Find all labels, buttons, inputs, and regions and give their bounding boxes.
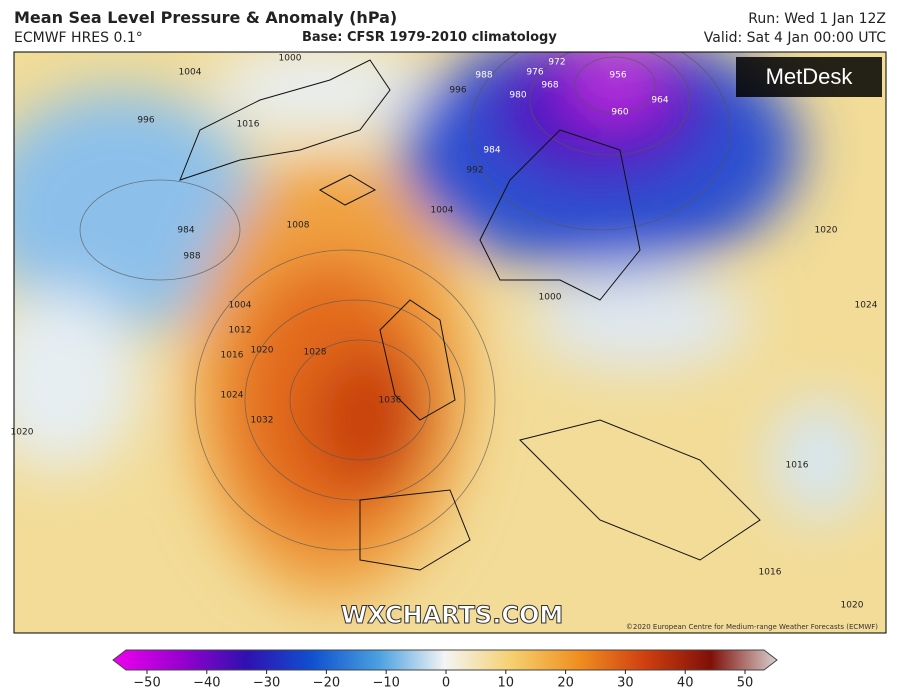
contour-label: 964 bbox=[651, 96, 668, 106]
colorbar-tick-label: 40 bbox=[677, 676, 694, 689]
contour-label: 976 bbox=[526, 68, 543, 78]
valid: Valid: Sat 4 Jan 00:00 UTC bbox=[703, 30, 886, 46]
logo: MetDesk bbox=[766, 64, 854, 89]
anomaly-field bbox=[14, 52, 886, 633]
contour-label: 984 bbox=[483, 146, 500, 156]
contour-label: 1016 bbox=[786, 461, 809, 471]
contour-label: 1000 bbox=[539, 293, 562, 303]
contour-label: 988 bbox=[475, 71, 492, 81]
contour-label: 1032 bbox=[251, 416, 274, 426]
contour-label: 1024 bbox=[855, 301, 878, 311]
contour-label: 996 bbox=[449, 86, 466, 96]
run: Run: Wed 1 Jan 12Z bbox=[748, 11, 886, 27]
contour-label: 960 bbox=[611, 108, 628, 118]
contour-label: 1016 bbox=[221, 351, 244, 361]
contour-label: 1020 bbox=[841, 601, 864, 611]
contour-label: 992 bbox=[466, 166, 483, 176]
copyright: ©2020 European Centre for Medium-range W… bbox=[626, 623, 878, 631]
contour-label: 1004 bbox=[179, 68, 202, 78]
contour-label: 1008 bbox=[287, 221, 310, 231]
colorbar-tick-label: 10 bbox=[498, 676, 515, 689]
contour-label: 996 bbox=[137, 116, 154, 126]
colorbar-tick-label: 30 bbox=[617, 676, 634, 689]
contour-label: 1020 bbox=[815, 226, 838, 236]
contour-label: 1020 bbox=[11, 428, 34, 438]
contour-label: 980 bbox=[509, 91, 526, 101]
model: ECMWF HRES 0.1° bbox=[14, 30, 143, 46]
colorbar-tick-label: −20 bbox=[313, 676, 340, 689]
contour-label: 1024 bbox=[221, 391, 244, 401]
contour-label: 972 bbox=[548, 58, 565, 68]
contour-label: 1012 bbox=[229, 326, 252, 336]
colorbar-tick-label: −30 bbox=[253, 676, 280, 689]
map-frame bbox=[13, 51, 887, 634]
colorbar-tick-label: 50 bbox=[737, 676, 754, 689]
colorbar bbox=[112, 649, 778, 671]
contour-label: 1036 bbox=[379, 396, 402, 406]
base: Base: CFSR 1979-2010 climatology bbox=[302, 30, 557, 45]
contour-label: 1016 bbox=[759, 568, 782, 578]
colorbar-tick-label: 0 bbox=[442, 676, 450, 689]
contour-label: 988 bbox=[183, 252, 200, 262]
watermark: WXCHARTS.COM bbox=[341, 601, 563, 629]
contour-label: 1004 bbox=[229, 301, 252, 311]
contour-label: 968 bbox=[541, 81, 558, 91]
colorbar-tick-label: 20 bbox=[557, 676, 574, 689]
contour-label: 1020 bbox=[251, 346, 274, 356]
contour-label: 1004 bbox=[431, 206, 454, 216]
title: Mean Sea Level Pressure & Anomaly (hPa) bbox=[14, 8, 398, 27]
contour-label: 1028 bbox=[304, 348, 327, 358]
colorbar-tick-label: −10 bbox=[372, 676, 399, 689]
contour-label: 1016 bbox=[237, 120, 260, 130]
colorbar-tick-label: −40 bbox=[193, 676, 220, 689]
contour-label: 1000 bbox=[279, 54, 302, 64]
contour-label: 956 bbox=[609, 71, 626, 81]
contour-label: 984 bbox=[177, 226, 194, 236]
colorbar-tick-label: −50 bbox=[133, 676, 160, 689]
